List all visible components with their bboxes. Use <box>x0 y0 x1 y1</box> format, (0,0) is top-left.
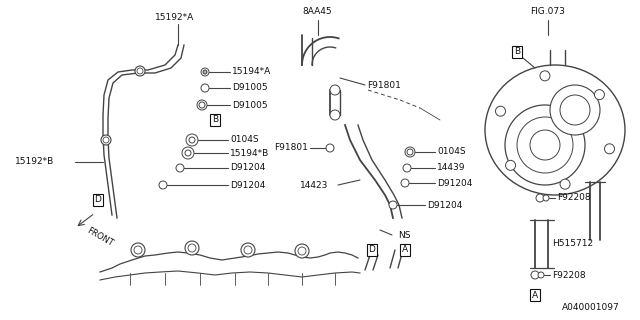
Circle shape <box>506 160 516 170</box>
Text: A: A <box>402 245 408 254</box>
Text: 0104S: 0104S <box>230 135 259 145</box>
Circle shape <box>201 84 209 92</box>
Text: NS: NS <box>398 230 410 239</box>
Circle shape <box>536 194 544 202</box>
Circle shape <box>244 246 252 254</box>
Text: FIG.073: FIG.073 <box>530 7 565 17</box>
Ellipse shape <box>485 65 625 195</box>
Text: 8AA45: 8AA45 <box>302 7 332 17</box>
Text: A040001097: A040001097 <box>563 303 620 312</box>
Circle shape <box>403 164 411 172</box>
Circle shape <box>330 110 340 120</box>
Circle shape <box>131 243 145 257</box>
Circle shape <box>182 147 194 159</box>
Circle shape <box>197 100 207 110</box>
Circle shape <box>298 247 306 255</box>
Circle shape <box>185 150 191 156</box>
Circle shape <box>560 95 590 125</box>
Circle shape <box>199 102 205 108</box>
Circle shape <box>189 137 195 143</box>
Circle shape <box>203 70 207 74</box>
Circle shape <box>401 179 409 187</box>
Circle shape <box>517 117 573 173</box>
Circle shape <box>538 272 544 278</box>
Text: 14439: 14439 <box>437 164 465 172</box>
Circle shape <box>241 243 255 257</box>
Text: B: B <box>212 116 218 124</box>
Circle shape <box>103 137 109 143</box>
Text: F92208: F92208 <box>557 194 591 203</box>
Circle shape <box>595 90 604 100</box>
Text: 15192*B: 15192*B <box>15 157 54 166</box>
Text: B: B <box>514 47 520 57</box>
Circle shape <box>134 246 142 254</box>
Circle shape <box>530 130 560 160</box>
Circle shape <box>137 68 143 74</box>
Circle shape <box>135 66 145 76</box>
Circle shape <box>531 271 539 279</box>
Text: D91204: D91204 <box>230 180 266 189</box>
Text: D: D <box>95 196 101 204</box>
Text: D91204: D91204 <box>427 201 462 210</box>
Circle shape <box>330 85 340 95</box>
Circle shape <box>188 244 196 252</box>
Circle shape <box>560 179 570 189</box>
Text: A: A <box>532 291 538 300</box>
Text: 0104S: 0104S <box>437 148 466 156</box>
Text: D91005: D91005 <box>232 84 268 92</box>
Circle shape <box>159 181 167 189</box>
Circle shape <box>405 147 415 157</box>
Circle shape <box>550 85 600 135</box>
Circle shape <box>505 105 585 185</box>
Text: D91204: D91204 <box>230 164 266 172</box>
Text: 14423: 14423 <box>300 180 328 189</box>
Text: 15194*A: 15194*A <box>232 68 271 76</box>
Circle shape <box>201 68 209 76</box>
Circle shape <box>326 144 334 152</box>
Text: F92208: F92208 <box>552 270 586 279</box>
Text: F91801: F91801 <box>274 143 308 153</box>
Circle shape <box>605 144 614 154</box>
Text: D: D <box>369 245 376 254</box>
Circle shape <box>101 135 111 145</box>
Text: 15192*A: 15192*A <box>155 13 195 22</box>
Circle shape <box>389 201 397 209</box>
Circle shape <box>495 106 506 116</box>
Circle shape <box>295 244 309 258</box>
Text: F91801: F91801 <box>367 81 401 90</box>
Text: D91204: D91204 <box>437 179 472 188</box>
Circle shape <box>543 195 549 201</box>
Circle shape <box>407 149 413 155</box>
Circle shape <box>185 241 199 255</box>
Circle shape <box>186 134 198 146</box>
Text: D91005: D91005 <box>232 100 268 109</box>
Text: 15194*B: 15194*B <box>230 148 269 157</box>
Text: H515712: H515712 <box>552 239 593 249</box>
Text: FRONT: FRONT <box>85 226 115 248</box>
Circle shape <box>176 164 184 172</box>
Circle shape <box>540 71 550 81</box>
